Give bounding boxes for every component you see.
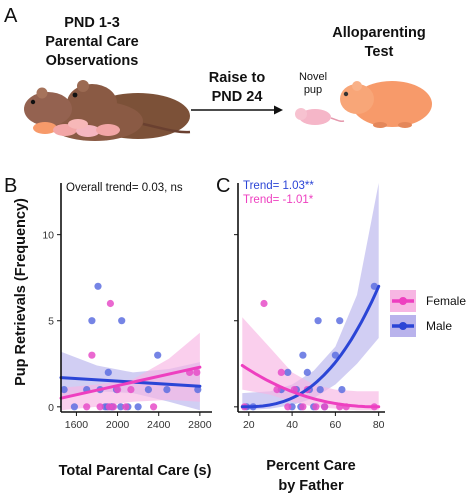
data-point-male <box>163 386 171 394</box>
right-title-line-2: Test <box>365 44 394 60</box>
panel-a-right-title: Alloparenting Test <box>332 25 425 60</box>
chart-c-xlabel-line-2: by Father <box>278 478 344 494</box>
x-tick-label: 2000 <box>106 419 130 431</box>
y-tick-label: 5 <box>48 316 54 328</box>
data-point-female <box>260 299 268 308</box>
data-point-male <box>316 386 324 394</box>
data-point-male <box>94 282 102 290</box>
x-tick-label: 1600 <box>65 419 89 431</box>
left-title-line-3: Observations <box>46 53 139 69</box>
right-title-line-1: Alloparenting <box>332 25 425 41</box>
ci-band-male <box>242 183 379 411</box>
data-point-female <box>114 386 122 394</box>
chart-b-trend-lines <box>59 365 202 400</box>
arrow-icon <box>191 105 283 115</box>
x-tick-label: 40 <box>286 419 298 431</box>
data-point-male <box>284 368 292 376</box>
y-tick-label: 0 <box>48 402 54 414</box>
data-point-male <box>70 403 78 411</box>
x-tick-label: 60 <box>330 419 342 431</box>
chart-b-annotation: Overall trend= 0.03, ns <box>66 182 183 194</box>
chart-c-annotation-male: Trend= 1.03** <box>243 180 314 192</box>
arrow-label-line-2: PND 24 <box>212 89 263 105</box>
x-tick-label: 80 <box>373 419 385 431</box>
data-point-female <box>96 403 104 411</box>
data-point-male <box>370 282 378 290</box>
data-point-female <box>122 403 130 411</box>
data-point-female <box>299 403 307 411</box>
test-vole-icon <box>340 81 432 128</box>
data-point-male <box>88 317 96 325</box>
data-point-female <box>109 403 118 411</box>
left-title-line-2: Parental Care <box>45 34 139 50</box>
data-point-male <box>60 386 68 394</box>
data-point-male <box>194 386 202 394</box>
data-point-female <box>106 299 114 308</box>
data-point-female <box>273 386 281 394</box>
data-point-male <box>104 368 112 376</box>
data-point-male <box>118 317 126 325</box>
y-tick-label: 10 <box>42 230 54 242</box>
data-point-female <box>150 403 158 411</box>
novel-pup-icon <box>295 108 345 125</box>
data-point-male <box>134 403 142 411</box>
chart-c-annotation-female: Trend= -1.01* <box>243 194 314 206</box>
data-point-male <box>314 317 322 325</box>
x-tick-label: 2400 <box>147 419 171 431</box>
chart-b-points <box>60 282 202 411</box>
panel-letter-b: B <box>4 175 17 197</box>
trend-line-male <box>240 284 381 409</box>
data-point-female <box>321 403 329 411</box>
legend-swatch-male-point <box>399 322 407 330</box>
chart-b-xlabel: Total Parental Care (s) <box>59 463 212 479</box>
panel-a-arrow-label: Raise to PND 24 <box>209 70 266 105</box>
panel-a-left-title: PND 1-3 Parental Care Observations <box>45 15 139 69</box>
data-point-male <box>331 351 339 359</box>
novel-pup-line-2: pup <box>304 84 322 96</box>
data-point-female <box>127 386 135 394</box>
pup-icon <box>33 119 120 137</box>
chart-c-ticks: 20 40 60 80 <box>234 234 385 431</box>
left-title-line-1: PND 1-3 <box>64 15 120 31</box>
data-point-male <box>154 351 162 359</box>
data-point-male <box>117 403 125 411</box>
data-point-male <box>299 351 307 359</box>
legend-label-male: Male <box>426 319 452 333</box>
trend-line-female <box>240 364 381 409</box>
legend-label-female: Female <box>426 294 466 308</box>
data-point-female <box>312 403 320 411</box>
legend-swatch-female-point <box>399 297 407 305</box>
data-point-female <box>88 351 96 359</box>
novel-pup-label: Novel pup <box>299 71 327 96</box>
x-tick-label: 20 <box>243 419 255 431</box>
trend-line-female <box>59 365 202 400</box>
legend: Female Male <box>390 290 466 337</box>
chart-c-trend-lines <box>240 284 381 409</box>
chart-b-ticks: 0 5 10 1600 2000 2400 2800 <box>42 230 211 431</box>
chart-c-xlabel-line-1: Percent Care <box>266 458 355 474</box>
panel-letter-a: A <box>4 5 18 27</box>
data-point-male <box>336 317 344 325</box>
chart-c: 20 40 60 80 Trend= 1.03** Trend= -1.01* Per… <box>234 180 385 494</box>
chart-b-ylabel: Pup Retrievals (Frequency) <box>13 198 29 386</box>
panel-letter-c: C <box>216 175 230 197</box>
data-point-female <box>193 368 201 376</box>
data-point-male <box>303 368 311 376</box>
arrow-label-line-1: Raise to <box>209 70 266 86</box>
data-point-female <box>83 403 91 411</box>
data-point-female <box>284 403 292 411</box>
chart-c-points <box>240 282 378 411</box>
data-point-male <box>338 386 346 394</box>
data-point-male <box>144 386 152 394</box>
data-point-female <box>277 368 285 376</box>
novel-pup-line-1: Novel <box>299 71 327 83</box>
x-tick-label: 2800 <box>188 419 212 431</box>
chart-b: 0 5 10 1600 2000 2400 2800 Overall trend= 0.03… <box>13 182 212 479</box>
